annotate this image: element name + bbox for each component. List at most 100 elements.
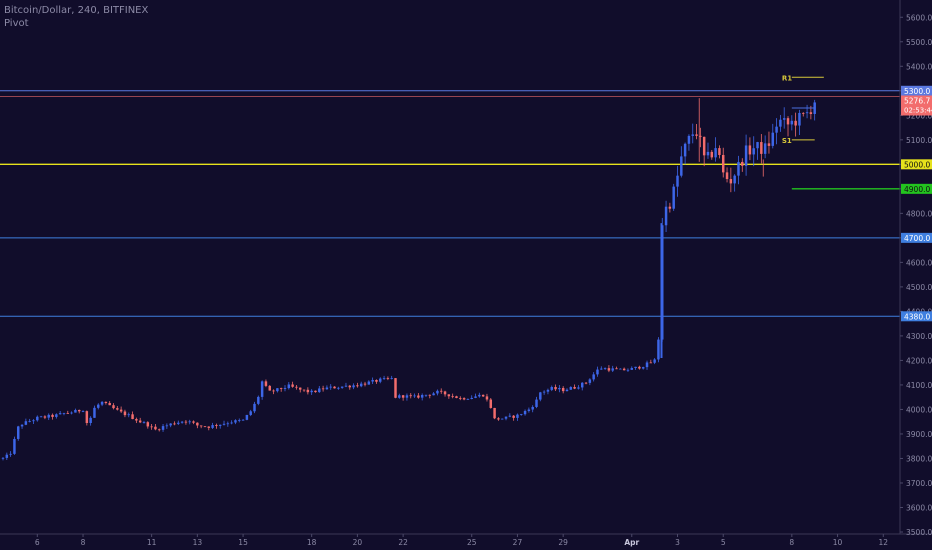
candle-body [802,112,805,114]
candle-body [131,414,134,420]
candle-body [462,398,466,400]
candle-body [447,394,451,397]
candle-body [779,119,782,127]
candle-body [584,382,588,384]
candle-body [508,415,512,417]
candle-body [771,132,775,146]
candle-body [683,143,687,157]
candle-body [142,422,146,423]
time-axis[interactable]: 6 8 11 13 15 18 20 22 25 27 29 Apr 3 5 8 10 12 [35,534,888,547]
y-tick-label: 3700.0 [906,479,932,488]
candle-body [20,424,24,427]
candle-body [298,387,302,390]
candle-body [565,389,569,392]
candle-body [97,404,100,408]
candle-body [257,396,260,404]
candle-body [478,394,481,397]
candle-body [215,425,218,426]
y-tick-label: 4800.0 [906,209,932,218]
candle-body [302,389,306,391]
x-tick-label: 6 [35,538,40,547]
candle-body [409,395,412,397]
bar-countdown: 02:53:44 [904,107,932,115]
candle-body [398,395,401,398]
x-tick-label: Apr [624,538,639,547]
candle-body [630,368,634,370]
candle-body [127,414,130,416]
candle-body [497,418,500,420]
candle-body [230,422,233,424]
candle-body [318,388,321,393]
y-tick-label: 5100.0 [906,136,932,145]
candle-body [531,406,534,410]
x-tick-label: 15 [238,538,248,547]
candle-body [691,134,694,136]
price-label-text: 4380.0 [904,312,930,321]
candle-body [798,112,801,126]
candle-body [184,421,188,423]
candle-body [550,387,553,390]
candle-body [272,390,275,392]
candle-body [5,454,9,458]
x-tick-label: 11 [147,538,157,547]
candle-body [737,161,740,176]
candle-body [752,148,755,155]
candle-body [306,389,310,393]
candle-body [794,120,797,126]
candle-body [699,135,702,137]
candle-body [283,388,287,390]
candle-body [1,457,5,459]
candle-body [344,385,348,387]
candle-body [436,390,439,394]
price-axis-labels: 5300.0 5000.0 4700.0 4380.0 4900.0 5276.702:5… [901,85,932,322]
candle-body [588,379,592,383]
candle-body [188,421,191,423]
candle-body [493,407,496,419]
candle-body [253,403,256,412]
candle-body [340,386,344,388]
candle-body [546,389,550,392]
candle-body [173,423,176,425]
candle-body [268,385,271,391]
candle-body [439,390,443,392]
candle-body [786,118,790,125]
y-tick-label: 3800.0 [906,454,932,463]
candle-body [169,423,172,426]
candle-body [17,426,20,439]
candle-body [295,386,298,388]
candle-body [211,425,214,428]
horizontal-lines[interactable] [0,90,900,317]
candle-body [348,385,352,388]
candle-body [276,388,279,392]
candle-body [607,368,611,371]
candles [1,98,816,461]
candle-body [390,378,393,379]
symbol-title[interactable]: Bitcoin/Dollar, 240, BITFINEX [4,5,149,16]
candle-body [325,387,329,390]
candle-body [805,112,809,114]
candle-body [466,398,470,400]
x-tick-label: 13 [193,538,203,547]
candle-body [725,172,729,180]
candle-body [77,409,81,412]
y-tick-label: 4300.0 [906,332,932,341]
price-label-bg [901,183,932,194]
candle-body [718,148,721,155]
x-tick-label: 27 [513,538,523,547]
candle-body [672,186,675,209]
candle-body [744,145,748,166]
candle-body [24,421,28,425]
candle-body [622,368,626,371]
indicator-name[interactable]: Pivot [4,18,29,29]
candle-body [577,387,580,389]
candle-body [379,378,382,382]
candle-body [573,387,576,389]
candle-body [687,135,691,144]
candle-body [790,120,794,125]
candle-body [405,395,409,398]
candle-body [775,126,778,133]
candle-body [760,142,763,154]
